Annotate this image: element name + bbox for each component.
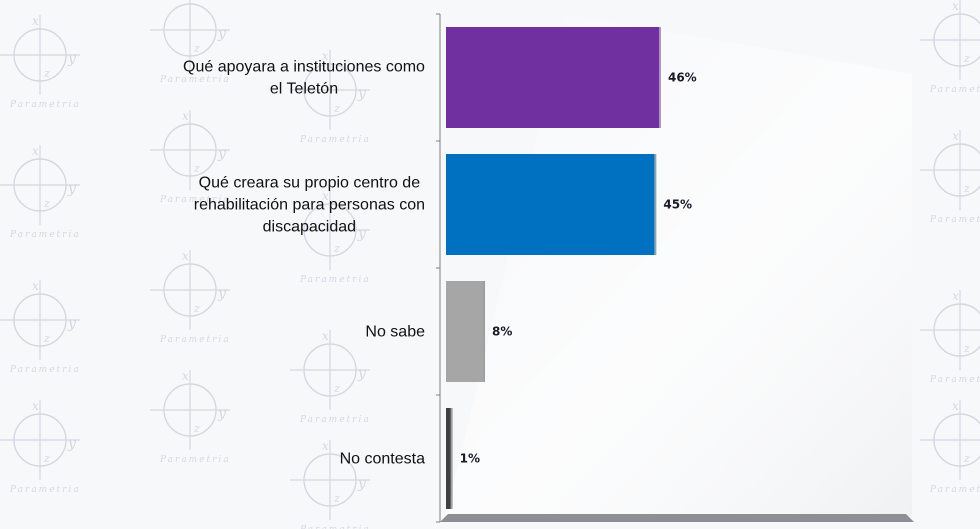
watermark-glyph: x [182,369,189,383]
data-label: 1% [460,452,480,466]
bar [446,154,655,255]
watermark-text: Parametria [9,100,81,110]
watermark-glyph: x [32,279,39,293]
watermark-motif: y x z Parametria [150,0,231,85]
watermark-glyph: z [333,492,340,505]
watermark-text: Parametria [159,335,231,345]
watermark-glyph: z [333,102,340,115]
watermark-glyph: y [67,436,77,452]
watermark-glyph: x [322,49,329,63]
watermark-motif: y x z Parametria [0,144,81,240]
watermark-glyph: y [357,476,367,492]
watermark-motif: y x z Parametria [290,329,371,425]
bar [446,281,484,382]
chart-floor [440,514,914,522]
watermark-glyph: y [67,51,77,67]
watermark-glyph: x [952,129,959,143]
data-label: 8% [492,325,512,339]
watermark-text: Parametria [9,485,81,495]
watermark-glyph: x [32,144,39,158]
bar [446,408,451,509]
watermark-glyph: y [217,286,227,302]
watermark-glyph: z [43,452,50,465]
category-label: No sabe [365,324,425,341]
watermark-glyph: y [217,26,227,42]
watermark-glyph: z [963,452,970,465]
watermark-glyph: z [963,182,970,195]
watermark-text: Parametria [929,85,980,95]
category-label: Qué creara su propio centro de rehabilita… [194,175,425,236]
watermark-glyph: y [217,406,227,422]
watermark-glyph: z [193,302,200,315]
watermark-text: Parametria [159,195,231,205]
watermark-motif: y x z Parametria [0,399,81,495]
watermark-glyph: z [963,52,970,65]
watermark-motif: y x z Parametria [150,249,231,345]
watermark-text: Parametria [299,525,371,529]
watermark-glyph: z [333,242,340,255]
watermark-text: Parametria [9,365,81,375]
watermark-glyph: x [322,189,329,203]
watermark-glyph: x [952,289,959,303]
watermark-glyph: y [357,226,367,242]
watermark-motif: y x z Parametria [0,14,81,110]
watermark-glyph: x [32,399,39,413]
bar [446,27,659,128]
watermark-glyph: z [333,382,340,395]
watermark-glyph: x [182,109,189,123]
watermark-motif: y x z Parametria [290,189,371,285]
category-label: No contesta [340,451,425,468]
watermark-glyph: y [67,316,77,332]
watermark-glyph: x [952,399,959,413]
watermark-glyph: z [43,67,50,80]
watermark-glyph: x [322,329,329,343]
watermark-text: Parametria [929,215,980,225]
watermark-text: Parametria [159,455,231,465]
watermark-motif: y x z Parametria [290,439,371,529]
watermark-motif: y x z Parametria [290,49,371,145]
watermark-glyph: z [43,197,50,210]
watermark-text: Parametria [299,415,371,425]
watermark-text: Parametria [299,135,371,145]
watermark-glyph: y [217,146,227,162]
watermark-glyph: x [952,0,959,13]
watermark-text: Parametria [929,375,980,385]
watermark-text: Parametria [299,275,371,285]
watermark-glyph: x [32,14,39,28]
data-label: 46% [668,71,697,85]
watermark-motif: y x z Parametria [0,279,81,375]
watermark-glyph: y [357,86,367,102]
plot-panel [446,14,912,516]
data-label: 45% [663,198,692,212]
plot-area: 46% Qué apoyara a instituciones como el Te… [183,13,914,523]
watermark-glyph: x [182,249,189,263]
watermark-glyph: z [43,332,50,345]
watermark-motif: y x z Parametria [150,369,231,465]
watermark-text: Parametria [159,75,231,85]
watermark-glyph: z [193,42,200,55]
category-label: Qué apoyara a instituciones como el Telet… [183,59,425,98]
watermark-glyph: z [193,162,200,175]
watermark-glyph: z [963,342,970,355]
watermark-motif: y x z Parametria [150,109,231,205]
watermark-text: Parametria [929,485,980,495]
watermark-glyph: x [182,0,189,3]
watermark-glyph: y [357,366,367,382]
watermark-text: Parametria [9,230,81,240]
watermark-glyph: z [193,422,200,435]
watermark-glyph: y [67,181,77,197]
watermark-glyph: x [322,439,329,453]
